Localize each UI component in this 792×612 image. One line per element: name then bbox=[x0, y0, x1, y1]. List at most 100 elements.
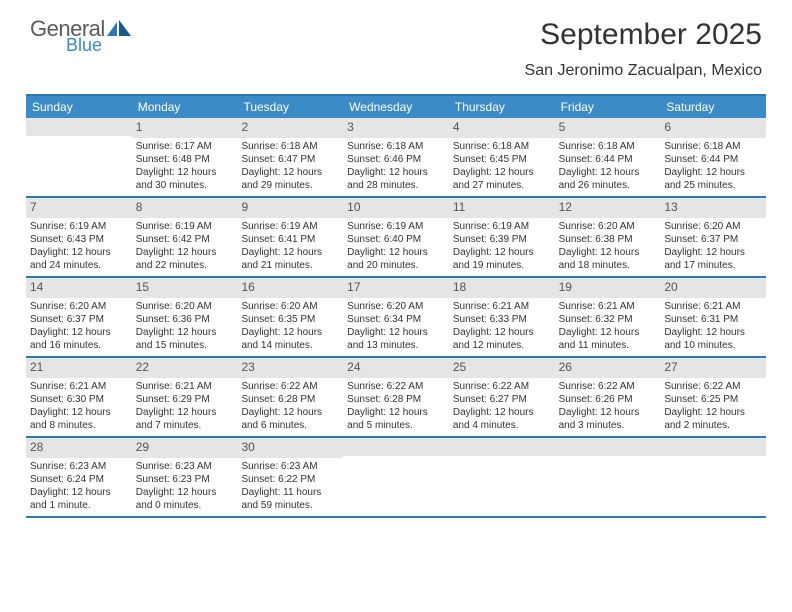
day-text: Sunrise: 6:19 AM Sunset: 6:39 PM Dayligh… bbox=[449, 218, 555, 276]
day-number: 14 bbox=[26, 278, 132, 298]
title-block: September 2025 San Jeronimo Zacualpan, M… bbox=[525, 18, 762, 80]
day-cell: 5Sunrise: 6:18 AM Sunset: 6:44 PM Daylig… bbox=[555, 118, 661, 196]
day-number: 24 bbox=[343, 358, 449, 378]
day-text: Sunrise: 6:19 AM Sunset: 6:43 PM Dayligh… bbox=[26, 218, 132, 276]
day-cell bbox=[343, 438, 449, 516]
day-number: 28 bbox=[26, 438, 132, 458]
location-label: San Jeronimo Zacualpan, Mexico bbox=[525, 62, 762, 80]
day-cell: 6Sunrise: 6:18 AM Sunset: 6:44 PM Daylig… bbox=[660, 118, 766, 196]
day-number: 11 bbox=[449, 198, 555, 218]
day-number: 18 bbox=[449, 278, 555, 298]
day-number: 2 bbox=[237, 118, 343, 138]
day-number: 12 bbox=[555, 198, 661, 218]
day-number: 10 bbox=[343, 198, 449, 218]
day-number: 17 bbox=[343, 278, 449, 298]
header: General Blue September 2025 San Jeronimo… bbox=[0, 0, 792, 86]
day-cell bbox=[26, 118, 132, 196]
day-text: Sunrise: 6:23 AM Sunset: 6:24 PM Dayligh… bbox=[26, 458, 132, 516]
day-number: 22 bbox=[132, 358, 238, 378]
day-cell: 29Sunrise: 6:23 AM Sunset: 6:23 PM Dayli… bbox=[132, 438, 238, 516]
day-cell: 15Sunrise: 6:20 AM Sunset: 6:36 PM Dayli… bbox=[132, 278, 238, 356]
day-text: Sunrise: 6:21 AM Sunset: 6:29 PM Dayligh… bbox=[132, 378, 238, 436]
day-text: Sunrise: 6:18 AM Sunset: 6:46 PM Dayligh… bbox=[343, 138, 449, 196]
day-number: 23 bbox=[237, 358, 343, 378]
day-cell: 24Sunrise: 6:22 AM Sunset: 6:28 PM Dayli… bbox=[343, 358, 449, 436]
day-number: 8 bbox=[132, 198, 238, 218]
day-number: 26 bbox=[555, 358, 661, 378]
day-number: 1 bbox=[132, 118, 238, 138]
day-text: Sunrise: 6:20 AM Sunset: 6:37 PM Dayligh… bbox=[660, 218, 766, 276]
day-cell: 22Sunrise: 6:21 AM Sunset: 6:29 PM Dayli… bbox=[132, 358, 238, 436]
day-cell: 26Sunrise: 6:22 AM Sunset: 6:26 PM Dayli… bbox=[555, 358, 661, 436]
day-number: 19 bbox=[555, 278, 661, 298]
day-cell: 17Sunrise: 6:20 AM Sunset: 6:34 PM Dayli… bbox=[343, 278, 449, 356]
week-row: 21Sunrise: 6:21 AM Sunset: 6:30 PM Dayli… bbox=[26, 358, 766, 438]
day-cell: 7Sunrise: 6:19 AM Sunset: 6:43 PM Daylig… bbox=[26, 198, 132, 276]
day-number: 20 bbox=[660, 278, 766, 298]
day-number bbox=[660, 438, 766, 456]
day-cell: 21Sunrise: 6:21 AM Sunset: 6:30 PM Dayli… bbox=[26, 358, 132, 436]
day-cell: 1Sunrise: 6:17 AM Sunset: 6:48 PM Daylig… bbox=[132, 118, 238, 196]
day-text: Sunrise: 6:18 AM Sunset: 6:47 PM Dayligh… bbox=[237, 138, 343, 196]
day-number bbox=[449, 438, 555, 456]
month-title: September 2025 bbox=[525, 18, 762, 52]
day-text: Sunrise: 6:20 AM Sunset: 6:38 PM Dayligh… bbox=[555, 218, 661, 276]
logo: General Blue bbox=[30, 18, 131, 54]
day-number: 15 bbox=[132, 278, 238, 298]
day-text: Sunrise: 6:18 AM Sunset: 6:45 PM Dayligh… bbox=[449, 138, 555, 196]
dow-label: Thursday bbox=[449, 96, 555, 118]
day-cell bbox=[449, 438, 555, 516]
day-number: 4 bbox=[449, 118, 555, 138]
day-cell: 9Sunrise: 6:19 AM Sunset: 6:41 PM Daylig… bbox=[237, 198, 343, 276]
day-text: Sunrise: 6:19 AM Sunset: 6:40 PM Dayligh… bbox=[343, 218, 449, 276]
day-number bbox=[555, 438, 661, 456]
week-row: 28Sunrise: 6:23 AM Sunset: 6:24 PM Dayli… bbox=[26, 438, 766, 518]
day-cell: 20Sunrise: 6:21 AM Sunset: 6:31 PM Dayli… bbox=[660, 278, 766, 356]
day-cell: 18Sunrise: 6:21 AM Sunset: 6:33 PM Dayli… bbox=[449, 278, 555, 356]
day-number bbox=[343, 438, 449, 456]
day-cell: 3Sunrise: 6:18 AM Sunset: 6:46 PM Daylig… bbox=[343, 118, 449, 196]
day-text: Sunrise: 6:18 AM Sunset: 6:44 PM Dayligh… bbox=[660, 138, 766, 196]
day-text: Sunrise: 6:22 AM Sunset: 6:27 PM Dayligh… bbox=[449, 378, 555, 436]
day-text: Sunrise: 6:21 AM Sunset: 6:32 PM Dayligh… bbox=[555, 298, 661, 356]
dow-label: Tuesday bbox=[237, 96, 343, 118]
day-number: 25 bbox=[449, 358, 555, 378]
day-text: Sunrise: 6:20 AM Sunset: 6:37 PM Dayligh… bbox=[26, 298, 132, 356]
day-cell: 23Sunrise: 6:22 AM Sunset: 6:28 PM Dayli… bbox=[237, 358, 343, 436]
day-number: 16 bbox=[237, 278, 343, 298]
day-cell: 28Sunrise: 6:23 AM Sunset: 6:24 PM Dayli… bbox=[26, 438, 132, 516]
day-number: 9 bbox=[237, 198, 343, 218]
dow-label: Wednesday bbox=[343, 96, 449, 118]
dow-label: Sunday bbox=[26, 96, 132, 118]
week-row: 7Sunrise: 6:19 AM Sunset: 6:43 PM Daylig… bbox=[26, 198, 766, 278]
day-number: 3 bbox=[343, 118, 449, 138]
day-text: Sunrise: 6:20 AM Sunset: 6:34 PM Dayligh… bbox=[343, 298, 449, 356]
day-cell: 19Sunrise: 6:21 AM Sunset: 6:32 PM Dayli… bbox=[555, 278, 661, 356]
day-cell: 10Sunrise: 6:19 AM Sunset: 6:40 PM Dayli… bbox=[343, 198, 449, 276]
day-cell: 2Sunrise: 6:18 AM Sunset: 6:47 PM Daylig… bbox=[237, 118, 343, 196]
day-cell: 4Sunrise: 6:18 AM Sunset: 6:45 PM Daylig… bbox=[449, 118, 555, 196]
day-cell: 14Sunrise: 6:20 AM Sunset: 6:37 PM Dayli… bbox=[26, 278, 132, 356]
day-number: 21 bbox=[26, 358, 132, 378]
dow-label: Friday bbox=[555, 96, 661, 118]
day-text: Sunrise: 6:23 AM Sunset: 6:22 PM Dayligh… bbox=[237, 458, 343, 516]
day-text: Sunrise: 6:21 AM Sunset: 6:30 PM Dayligh… bbox=[26, 378, 132, 436]
dow-label: Saturday bbox=[660, 96, 766, 118]
day-number: 13 bbox=[660, 198, 766, 218]
day-number bbox=[26, 118, 132, 136]
week-row: 14Sunrise: 6:20 AM Sunset: 6:37 PM Dayli… bbox=[26, 278, 766, 358]
day-cell: 13Sunrise: 6:20 AM Sunset: 6:37 PM Dayli… bbox=[660, 198, 766, 276]
day-number: 5 bbox=[555, 118, 661, 138]
day-text: Sunrise: 6:21 AM Sunset: 6:31 PM Dayligh… bbox=[660, 298, 766, 356]
day-cell: 27Sunrise: 6:22 AM Sunset: 6:25 PM Dayli… bbox=[660, 358, 766, 436]
logo-text-blue: Blue bbox=[66, 36, 131, 54]
day-number: 6 bbox=[660, 118, 766, 138]
day-text: Sunrise: 6:23 AM Sunset: 6:23 PM Dayligh… bbox=[132, 458, 238, 516]
day-text: Sunrise: 6:22 AM Sunset: 6:28 PM Dayligh… bbox=[237, 378, 343, 436]
week-row: 1Sunrise: 6:17 AM Sunset: 6:48 PM Daylig… bbox=[26, 118, 766, 198]
day-text: Sunrise: 6:22 AM Sunset: 6:25 PM Dayligh… bbox=[660, 378, 766, 436]
day-cell: 25Sunrise: 6:22 AM Sunset: 6:27 PM Dayli… bbox=[449, 358, 555, 436]
day-cell: 30Sunrise: 6:23 AM Sunset: 6:22 PM Dayli… bbox=[237, 438, 343, 516]
day-text: Sunrise: 6:18 AM Sunset: 6:44 PM Dayligh… bbox=[555, 138, 661, 196]
day-text: Sunrise: 6:21 AM Sunset: 6:33 PM Dayligh… bbox=[449, 298, 555, 356]
